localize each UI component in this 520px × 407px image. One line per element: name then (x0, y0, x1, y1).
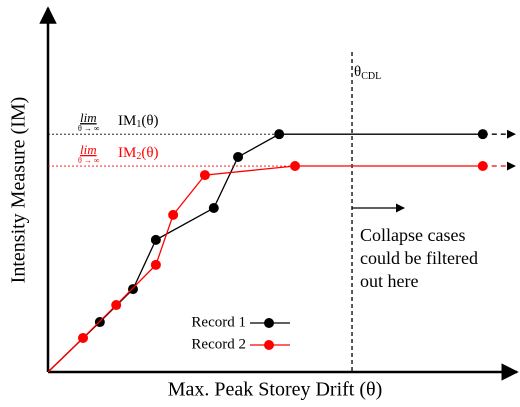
legend-marker (264, 340, 274, 350)
limit-expression: IM1(θ) (118, 114, 159, 131)
limit-name: IM (118, 145, 136, 161)
limit-expression: IM2(θ) (118, 145, 159, 162)
limit-index: 1 (136, 119, 141, 130)
point (150, 259, 161, 270)
limit-arg: (θ) (141, 145, 158, 161)
point (290, 161, 301, 172)
point (168, 209, 179, 220)
y-axis-label: Intensity Measure (IM) (8, 97, 30, 284)
limit-under: θ → ∞ (78, 124, 100, 133)
point (274, 129, 285, 140)
limit-index: 2 (136, 151, 141, 162)
legend-label: Record 1 (191, 314, 246, 330)
point (150, 234, 161, 245)
limit-arg: (θ) (141, 114, 158, 130)
limit-lim: lim (80, 142, 97, 157)
point (127, 284, 138, 295)
threshold-label: θCDL (354, 64, 381, 82)
point (477, 161, 488, 172)
legend-label: Record 2 (191, 336, 246, 352)
point (78, 332, 89, 343)
note-line: out here (360, 271, 418, 291)
note-line: Collapse cases (360, 225, 465, 245)
point (233, 151, 244, 162)
note-line: could be filtered (360, 248, 478, 268)
legend-marker (264, 318, 274, 328)
point (111, 300, 122, 311)
x-axis-label: Max. Peak Storey Drift (θ) (168, 379, 383, 401)
point (199, 170, 210, 181)
limit-under: θ → ∞ (78, 156, 100, 165)
point (208, 203, 219, 214)
origin-connector (47, 337, 84, 373)
limit-name: IM (118, 114, 136, 130)
threshold-subscript: CDL (361, 71, 381, 82)
limit-lim: lim (80, 110, 97, 125)
threshold-symbol: θ (354, 64, 361, 80)
point (477, 129, 488, 140)
